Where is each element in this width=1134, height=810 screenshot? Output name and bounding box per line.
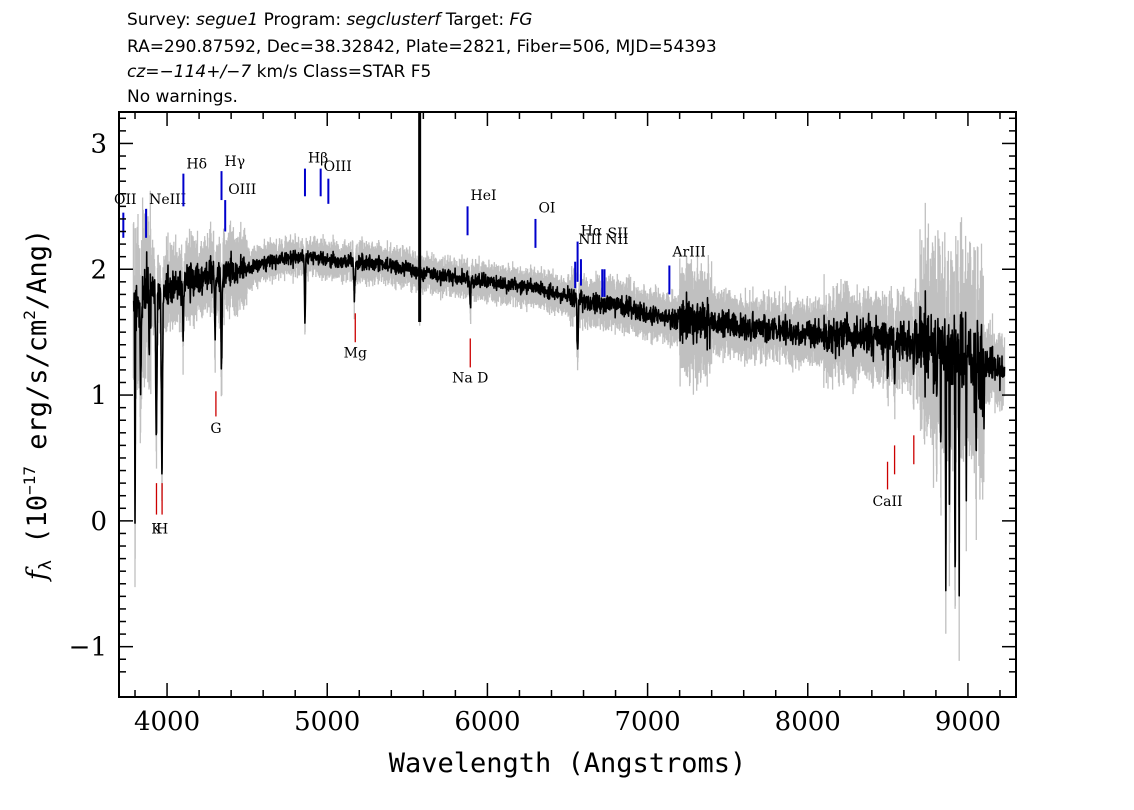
emission-line-label: SII [608,226,629,242]
x-axis-title: Wavelength (Angstroms) [389,748,747,779]
emission-line-label: NII [578,232,601,248]
absorption-line-label: K [151,521,162,537]
header-line-survey: Survey: segue1 Program: segclusterf Targ… [127,10,532,30]
axis-layer: 4000 5000 6000 7000 8000 9000 −1 0 1 2 3 [69,111,1017,737]
flux-layer [132,112,1006,597]
survey-label: Survey: [127,10,197,30]
absorption-line-label: CaII [872,494,902,510]
absorption-line-label: H [156,521,168,537]
x-tick-label: 5000 [294,707,360,737]
x-tick-label: 9000 [935,707,1001,737]
program-label: Program: [258,10,347,30]
ylabel-symbol: f [22,566,53,582]
program-value: segclusterf [346,10,441,30]
y-tick-label: 0 [90,507,107,537]
x-tick-label: 8000 [775,707,841,737]
emission-line-label: ArIII [671,245,705,261]
emission-line-label: NeIII [149,192,186,208]
header-line-coordinates: RA=290.87592, Dec=38.32842, Plate=2821, … [127,37,717,57]
header-line-redshift: cz=−114+/−7 km/s Class=STAR F5 [127,62,431,82]
cz-label: cz= [127,62,160,82]
ylabel-end: /Ang) [22,229,53,310]
survey-value: segue1 [196,10,259,30]
cz-value: −114+/−7 [159,62,252,82]
x-tick-label: 4000 [134,707,200,737]
absorption-line-label: G [210,421,221,437]
ylabel-text: (10 [22,495,53,560]
y-tick-label: 1 [90,381,107,411]
emission-line-label: Hβ [308,150,328,166]
emission-line-label: HeI [471,188,497,204]
absorption-line-label: Mg [344,345,367,361]
x-tick-label: 7000 [615,707,681,737]
class-value: km/s Class=STAR F5 [251,62,432,82]
emission-line-label: Hγ [225,154,246,170]
target-label: Target: [440,10,510,30]
y-tick-label: −1 [69,633,107,663]
flux-line [132,249,1006,597]
emission-line-label: NII [605,232,628,248]
emission-line-label: OIII [228,182,256,198]
emission-line-label: OIII [324,159,352,175]
ylabel-exponent: 2 [20,310,39,320]
header-line-warnings: No warnings. [127,87,238,107]
y-axis-title: fλ (10−17 erg/s/cm2/Ang) [20,229,56,582]
ylabel-exponent: −17 [20,466,39,495]
x-tick-label: 6000 [454,707,520,737]
absorption-line-label: Na D [452,370,488,386]
ylabel-subscript: λ [36,560,56,570]
target-value: FG [509,10,533,30]
y-tick-label: 3 [90,129,107,159]
plot-frame [118,111,1017,698]
emission-line-label: OI [538,201,555,217]
y-tick-label: 2 [90,255,107,285]
emission-line-label: Hα [581,223,603,239]
emission-line-label: Hδ [186,157,207,173]
ylabel-unit: erg/s/cm [22,320,53,466]
